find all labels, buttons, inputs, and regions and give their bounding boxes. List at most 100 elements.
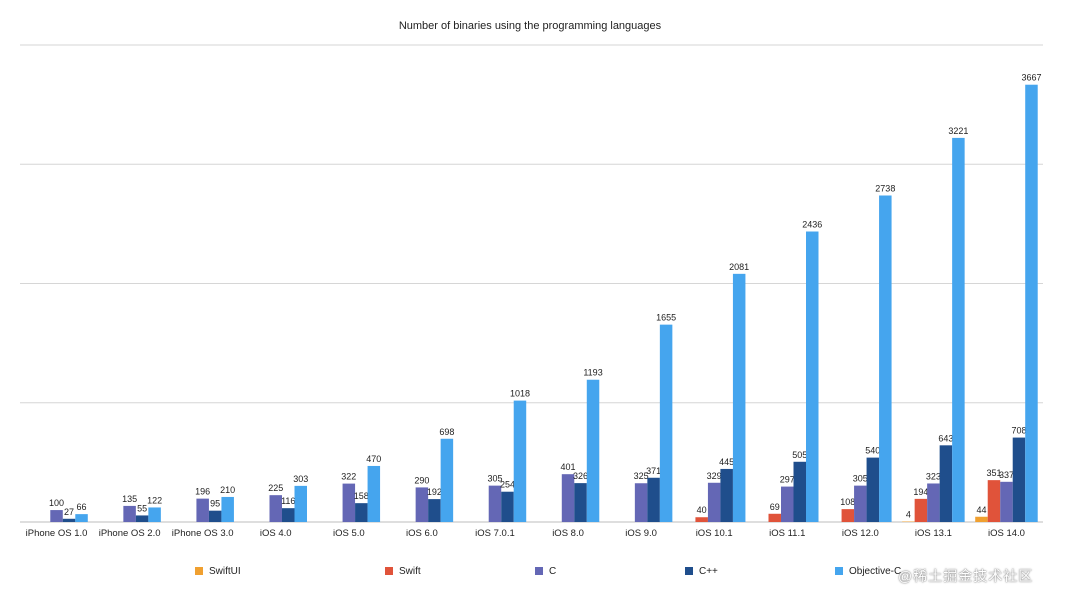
data-label: 297 <box>780 475 795 485</box>
data-label: 322 <box>341 472 356 482</box>
x-tick-label: iOS 7.0.1 <box>475 528 515 539</box>
bar <box>342 483 356 522</box>
x-tick-label: iOS 12.0 <box>842 528 879 539</box>
bar <box>501 491 514 522</box>
data-label: 4 <box>906 510 911 520</box>
x-tick-label: iPhone OS 3.0 <box>172 528 234 539</box>
data-label: 470 <box>366 454 381 464</box>
data-label: 40 <box>697 505 707 515</box>
data-label: 1018 <box>510 389 530 399</box>
data-label: 66 <box>77 502 87 512</box>
legend-item: Objective-C <box>835 563 901 579</box>
x-tick-label: iOS 6.0 <box>406 528 438 539</box>
data-label: 305 <box>853 474 868 484</box>
data-label: 323 <box>926 471 941 481</box>
data-label: 100 <box>49 498 64 508</box>
data-label: 69 <box>770 502 780 512</box>
data-label: 505 <box>792 450 807 460</box>
data-label: 643 <box>938 433 953 443</box>
bar <box>659 324 673 522</box>
data-label: 116 <box>281 496 295 506</box>
x-tick-label: iOS 13.1 <box>915 528 952 539</box>
legend-item: Swift <box>385 563 421 579</box>
bar <box>123 505 136 522</box>
x-tick-label: iOS 4.0 <box>260 528 292 539</box>
data-label: 290 <box>414 475 429 485</box>
bar <box>586 379 600 522</box>
data-label: 55 <box>137 503 147 513</box>
bar <box>914 498 928 522</box>
x-tick-label: iOS 8.0 <box>552 528 584 539</box>
data-label: 3667 <box>1021 73 1041 83</box>
bar <box>367 465 381 522</box>
bar <box>50 510 63 522</box>
legend-label: C <box>549 565 557 577</box>
data-label: 122 <box>147 495 162 505</box>
data-label: 1193 <box>583 368 602 378</box>
bar <box>647 477 660 522</box>
data-label: 540 <box>865 446 880 456</box>
data-label: 44 <box>976 505 986 515</box>
data-label: 698 <box>439 427 454 437</box>
bar <box>879 195 892 522</box>
x-tick-label: iPhone OS 2.0 <box>99 528 161 539</box>
legend-item: C++ <box>685 563 718 579</box>
chart-title: Number of binaries using the programming… <box>398 20 662 32</box>
data-label: 108 <box>840 497 855 507</box>
bar <box>269 495 282 522</box>
bar <box>415 487 429 522</box>
bar <box>720 468 733 522</box>
legend-label: Swift <box>399 565 421 577</box>
legend-swatch <box>835 567 843 575</box>
bar <box>62 518 76 522</box>
bar <box>513 400 527 522</box>
data-label: 351 <box>986 468 1001 478</box>
legend-swatch <box>535 567 543 575</box>
bar <box>952 137 965 522</box>
legend-label: Objective-C <box>849 565 902 577</box>
data-label: 254 <box>500 480 515 490</box>
x-tick-label: iPhone OS 1.0 <box>26 528 88 539</box>
bar <box>707 482 721 522</box>
bar <box>355 503 368 522</box>
data-label: 95 <box>210 499 220 509</box>
bar <box>148 507 161 522</box>
bar <box>768 513 781 522</box>
legend-label: SwiftUI <box>209 565 241 577</box>
bar <box>854 485 867 522</box>
bar <box>208 510 222 522</box>
bar <box>1000 481 1013 522</box>
data-label: 225 <box>268 483 283 493</box>
bar <box>1025 84 1038 522</box>
data-label: 329 <box>707 471 722 481</box>
legend-item: SwiftUI <box>195 563 241 579</box>
x-tick-label: iOS 14.0 <box>988 528 1025 539</box>
data-label: 326 <box>573 471 588 481</box>
data-label: 2738 <box>875 183 895 193</box>
data-label: 192 <box>427 487 442 497</box>
data-label: 194 <box>913 487 928 497</box>
bar <box>1012 437 1026 522</box>
x-tick-label: iOS 10.1 <box>696 528 733 539</box>
data-label: 371 <box>646 466 661 476</box>
data-label: 1655 <box>656 313 676 323</box>
data-label: 325 <box>634 471 649 481</box>
data-label: 158 <box>354 491 369 501</box>
bar <box>561 474 575 522</box>
data-label: 27 <box>64 507 74 517</box>
bar <box>75 514 88 522</box>
bar <box>282 508 295 522</box>
bar <box>634 483 648 522</box>
chart-legend: SwiftUI Swift C C++ Objective-C <box>0 563 1080 581</box>
bar <box>294 485 307 522</box>
bar <box>574 483 587 522</box>
data-label: 337 <box>999 470 1014 480</box>
bar <box>793 461 806 522</box>
bar <box>806 231 819 522</box>
legend-swatch <box>385 567 393 575</box>
x-tick-label: iOS 9.0 <box>625 528 657 539</box>
data-label: 303 <box>293 474 308 484</box>
data-label: 445 <box>719 457 734 467</box>
